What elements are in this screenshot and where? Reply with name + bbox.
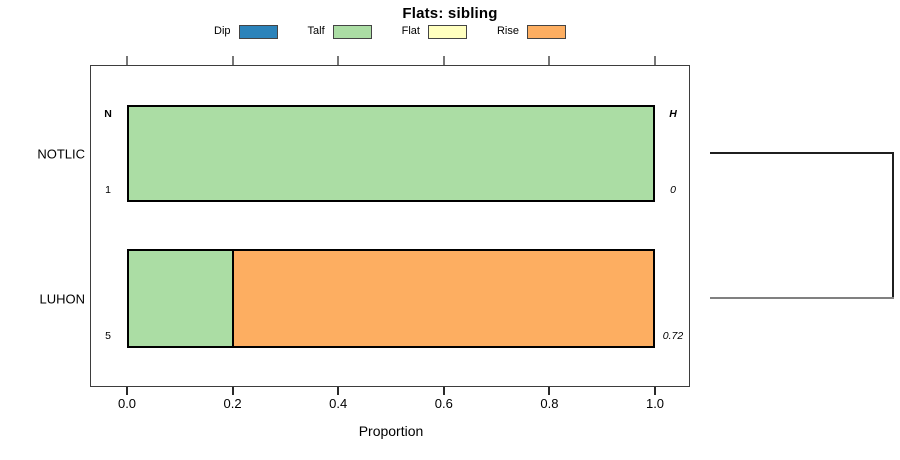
bar-segment-divider: [231, 249, 234, 348]
x-axis-tick-label: 0.0: [117, 396, 137, 411]
legend-item: Flat: [401, 24, 467, 39]
legend-swatch: [527, 24, 566, 39]
legend-label: Flat: [401, 25, 420, 37]
x-axis-bottom-tick: [231, 387, 234, 395]
x-axis-bottom-tick: [126, 387, 128, 395]
x-axis-tick-label: 1.0: [645, 396, 665, 411]
chart-legend: Dip Talf Flat Rise: [90, 23, 690, 40]
x-axis-tick-label: 0.2: [223, 396, 242, 411]
bar-segment-talf: [127, 249, 233, 348]
x-axis-top-tick: [126, 56, 128, 65]
x-axis-top-tick: [654, 56, 656, 65]
h-column-header: H: [669, 108, 677, 120]
x-axis-top-tick: [442, 56, 445, 65]
dendrogram-branch-top: [710, 152, 894, 154]
dendrogram-join-vertical: [892, 152, 894, 299]
x-axis-bottom-tick: [654, 387, 656, 395]
legend-item: Rise: [496, 24, 566, 39]
legend-label: Talf: [307, 25, 325, 37]
n-value: 1: [105, 184, 111, 196]
legend-swatch: [427, 24, 467, 39]
legend-item: Dip: [214, 24, 278, 39]
n-value: 5: [105, 330, 111, 342]
legend-label: Rise: [496, 25, 519, 37]
x-axis-label: Proportion: [358, 423, 424, 439]
y-category-label: NOTLIC: [37, 146, 85, 161]
h-value: 0.72: [662, 330, 684, 342]
x-axis-bottom-tick: [442, 387, 445, 395]
x-axis-top-tick: [231, 56, 234, 65]
x-axis-top-tick: [548, 56, 551, 65]
h-value: 0: [670, 184, 676, 196]
x-axis-tick-label: 0.8: [540, 396, 559, 411]
x-axis-tick-label: 0.4: [329, 396, 348, 411]
bar-segment-rise: [232, 249, 655, 348]
legend-item: Talf: [307, 24, 372, 39]
y-category-label: LUHON: [39, 291, 85, 306]
chart-title: Flats: sibling: [402, 5, 498, 22]
x-axis-bottom-tick: [548, 387, 551, 395]
bar-segment-talf: [127, 105, 655, 202]
x-axis-bottom-tick: [337, 387, 340, 395]
n-column-header: N: [104, 108, 112, 120]
legend-label: Dip: [214, 25, 231, 37]
x-axis-tick-label: 0.6: [434, 396, 453, 411]
dendrogram-branch-bottom: [710, 297, 894, 299]
legend-swatch: [332, 24, 372, 39]
legend-swatch: [238, 24, 278, 39]
x-axis-top-tick: [337, 56, 340, 65]
